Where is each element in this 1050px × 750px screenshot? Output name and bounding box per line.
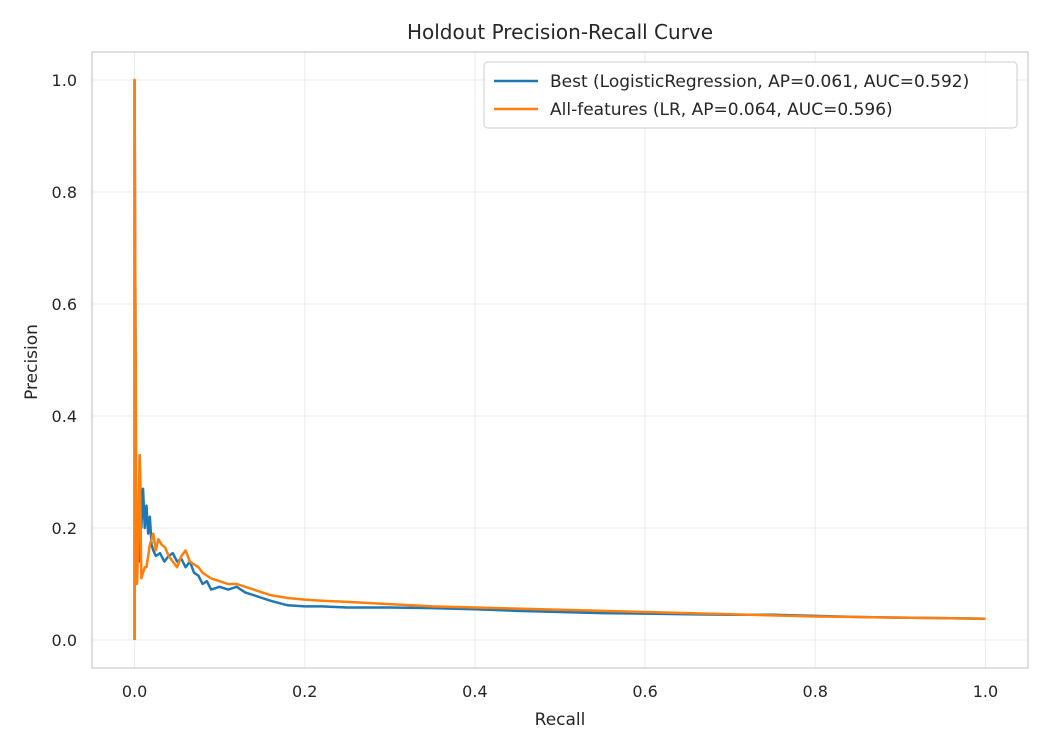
x-axis-ticks: 0.0 0.2 0.4 0.6 0.8 1.0: [122, 682, 998, 701]
y-tick-label: 1.0: [52, 71, 77, 90]
y-axis-label: Precision: [22, 324, 42, 400]
grid: [92, 52, 1028, 668]
legend-label-all-features: All-features (LR, AP=0.064, AUC=0.596): [550, 100, 893, 120]
x-axis-label: Recall: [535, 710, 586, 730]
x-tick-label: 1.0: [973, 682, 998, 701]
y-tick-label: 0.4: [52, 407, 77, 426]
series-line-best: [133, 78, 986, 640]
x-tick-label: 0.8: [803, 682, 828, 701]
legend-box: [483, 61, 1018, 129]
x-tick-label: 0.4: [462, 682, 487, 701]
series-line-all-features: [133, 78, 986, 640]
y-tick-label: 0.6: [52, 295, 77, 314]
x-tick-label: 0.6: [632, 682, 657, 701]
y-tick-label: 0.0: [52, 631, 77, 650]
legend-label-best: Best (LogisticRegression, AP=0.061, AUC=…: [550, 72, 969, 92]
y-tick-label: 0.2: [52, 519, 77, 538]
plot-frame: [91, 51, 1029, 669]
legend: Best (LogisticRegression, AP=0.061, AUC=…: [483, 61, 1018, 129]
y-axis-ticks: 0.0 0.2 0.4 0.6 0.8 1.0: [52, 71, 77, 650]
chart-title: Holdout Precision-Recall Curve: [407, 20, 713, 44]
x-tick-label: 0.0: [122, 682, 147, 701]
series-layer: [133, 78, 986, 640]
y-tick-label: 0.8: [52, 183, 77, 202]
x-tick-label: 0.2: [292, 682, 317, 701]
